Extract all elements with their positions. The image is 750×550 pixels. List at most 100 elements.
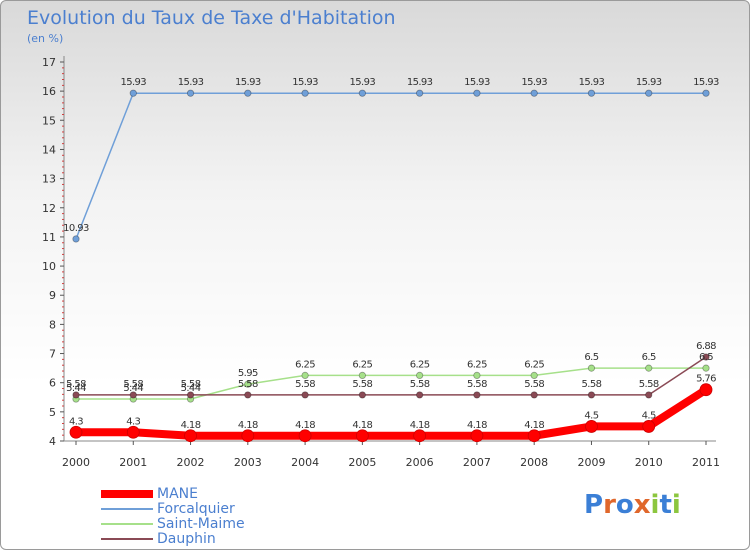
data-point [186, 391, 195, 399]
data-label: 5.58 [639, 379, 659, 390]
data-label: 15.93 [407, 77, 433, 88]
data-point [699, 383, 713, 397]
data-point [301, 391, 309, 399]
data-label: 15.93 [350, 77, 376, 88]
x-tick-label: 2005 [348, 456, 376, 469]
y-tick-label: 4 [49, 435, 56, 448]
data-point [186, 89, 195, 97]
data-label: 4.3 [126, 416, 140, 427]
data-label: 6.25 [352, 359, 372, 370]
data-point [129, 391, 137, 399]
data-label: 6.5 [699, 352, 713, 363]
x-tick-label: 2011 [692, 456, 720, 469]
data-label: 5.58 [524, 379, 544, 390]
data-point [530, 89, 538, 97]
logo-letter: t [659, 490, 672, 520]
legend-label: Dauphin [157, 531, 216, 547]
data-point [244, 380, 252, 388]
logo-letter: i [671, 490, 681, 520]
y-tick-label: 8 [49, 318, 56, 331]
data-label: 4.18 [410, 420, 430, 431]
data-point [126, 425, 140, 439]
x-tick-label: 2008 [520, 456, 548, 469]
data-label: 4.18 [295, 420, 315, 431]
x-tick-label: 2006 [406, 456, 434, 469]
data-point [129, 89, 137, 97]
logo-letter: P [584, 490, 604, 520]
data-point [301, 371, 309, 380]
data-label: 5.58 [238, 379, 258, 390]
data-label: 15.93 [636, 77, 662, 88]
x-tick-label: 2007 [463, 456, 491, 469]
data-label: 4.3 [69, 416, 83, 427]
data-point [241, 429, 255, 443]
data-label: 6.88 [696, 341, 716, 352]
y-tick-label: 7 [49, 348, 56, 361]
data-label: 4.5 [642, 410, 656, 421]
logo-letter: o [615, 490, 634, 520]
legend-label: Forcalquier [157, 501, 235, 517]
series-line-saint-maime [75, 367, 707, 400]
data-label: 5.95 [238, 368, 258, 379]
x-tick-label: 2002 [177, 456, 205, 469]
data-point [244, 391, 252, 399]
data-point [358, 371, 366, 380]
x-tick-label: 2000 [62, 456, 90, 469]
data-label: 5.58 [181, 379, 201, 390]
data-point [358, 89, 366, 97]
series-line-mane [72, 385, 710, 440]
data-point [587, 391, 596, 399]
x-tick-label: 2004 [291, 456, 319, 469]
data-point [473, 391, 481, 399]
data-label: 4.18 [181, 420, 201, 431]
data-label: 4.18 [352, 420, 372, 431]
data-point [355, 429, 369, 443]
series-line-forcalquier [75, 92, 707, 240]
data-point [416, 391, 424, 399]
data-label: 5.58 [66, 379, 86, 390]
data-label: 5.58 [352, 379, 372, 390]
y-tick-label: 16 [42, 85, 56, 98]
data-point [645, 391, 653, 399]
x-tick-label: 2001 [119, 456, 147, 469]
data-point [645, 89, 653, 97]
y-tick-label: 10 [42, 260, 56, 273]
data-point [473, 371, 481, 380]
data-point [645, 364, 653, 372]
data-label: 5.58 [123, 379, 143, 390]
data-label: 4.18 [238, 420, 258, 431]
y-tick-label: 11 [42, 231, 56, 244]
data-label: 10.93 [63, 223, 89, 234]
data-label: 4.18 [467, 420, 487, 431]
legend-label: MANE [157, 486, 198, 502]
chart-title: Evolution du Taux de Taxe d'Habitation [27, 7, 396, 29]
data-point [298, 429, 312, 443]
data-point [470, 429, 484, 443]
legend-swatch [101, 538, 153, 540]
data-point [244, 89, 252, 97]
data-point [702, 364, 710, 372]
data-point [413, 429, 427, 443]
data-label: 15.93 [178, 77, 204, 88]
legend-swatch [101, 523, 153, 525]
x-tick-label: 2009 [577, 456, 605, 469]
data-point [473, 89, 481, 97]
data-label: 15.93 [521, 77, 547, 88]
series-line-dauphin [75, 356, 707, 396]
logo-letter: i [650, 490, 660, 520]
data-label: 5.58 [295, 379, 315, 390]
data-point [587, 364, 596, 372]
data-point [642, 420, 656, 433]
data-point [301, 89, 309, 97]
data-label: 5.44 [181, 383, 201, 394]
y-tick-label: 15 [42, 114, 56, 127]
data-label: 15.93 [120, 77, 146, 88]
data-label: 4.18 [524, 420, 544, 431]
x-tick-label: 2010 [635, 456, 663, 469]
data-label: 5.44 [66, 383, 86, 394]
data-label: 5.58 [410, 379, 430, 390]
data-label: 5.76 [696, 374, 716, 385]
data-label: 5.58 [467, 379, 487, 390]
data-point [702, 353, 710, 361]
